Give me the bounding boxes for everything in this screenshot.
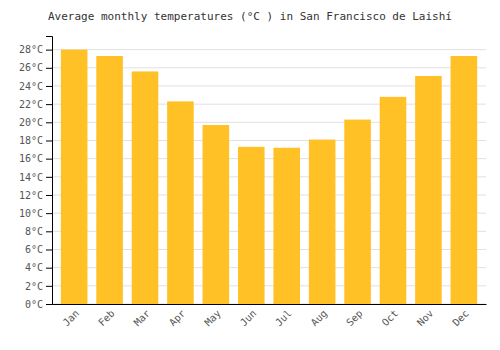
tick: Feb: [96, 308, 117, 329]
tick: Sep: [344, 308, 365, 329]
tick: 22°C: [19, 99, 52, 110]
tick-label: 26°C: [19, 62, 43, 73]
tick-mark: [46, 249, 52, 250]
y-axis: 0°C 2°C 4°C 6°C 8°C 10°C 12°C 14°C 16°C 18°C 20°C 2…: [19, 37, 53, 310]
tick: 8°C: [25, 226, 52, 237]
plot: 0°C 2°C 4°C 6°C 8°C 10°C 12°C 14°C 16°C 18°C 20°C 2…: [19, 37, 487, 329]
grid-line: [52, 49, 486, 50]
tick: 24°C: [19, 81, 52, 92]
tick-label: 22°C: [19, 99, 43, 110]
tick: Jun: [238, 308, 259, 329]
tick: Oct: [380, 308, 401, 329]
tick: Mar: [132, 308, 153, 329]
tick-label: Jun: [238, 308, 259, 329]
tick-label: 14°C: [19, 172, 43, 183]
tick-label: Dec: [450, 308, 471, 329]
bar: [167, 101, 194, 304]
tick: 4°C: [25, 262, 52, 273]
tick-label: May: [202, 308, 223, 329]
tick: 14°C: [19, 172, 52, 183]
tick: Nov: [415, 308, 436, 329]
tick-mark: [46, 50, 52, 51]
bar: [132, 71, 159, 304]
x-axis: Jan Feb Mar Apr May Jun Jul Aug Sep Oct Nov Dec: [53, 305, 487, 329]
bar: [309, 140, 336, 304]
tick-label: 12°C: [19, 190, 43, 201]
tick-label: 28°C: [19, 44, 43, 55]
axis-line: [53, 304, 487, 305]
tick: 6°C: [25, 244, 52, 255]
tick-label: 24°C: [19, 81, 43, 92]
tick-mark: [46, 195, 52, 196]
tick: 18°C: [19, 135, 52, 146]
tick: 20°C: [19, 117, 52, 128]
tick: Apr: [167, 308, 188, 329]
title: Average monthly temperatures (°C ) in Sa…: [48, 10, 452, 23]
grid: [52, 50, 486, 304]
bar: [344, 120, 371, 304]
bar: [380, 97, 407, 304]
tick-label: 16°C: [19, 153, 43, 164]
axis-line: [46, 37, 53, 305]
tick-label: Nov: [415, 308, 436, 329]
bars: [61, 50, 477, 304]
tick-label: Apr: [167, 308, 188, 329]
bar: [238, 147, 265, 304]
tick: Dec: [450, 308, 471, 329]
tick-mark: [46, 268, 52, 269]
tick-mark: [46, 68, 52, 69]
bar: [96, 56, 123, 304]
tick: 16°C: [19, 153, 52, 164]
tick: 10°C: [19, 208, 52, 219]
tick-mark: [46, 86, 52, 87]
tick-mark: [46, 304, 52, 305]
bar: [415, 76, 442, 304]
tick-label: 8°C: [25, 226, 43, 237]
chart: 0°C 2°C 4°C 6°C 8°C 10°C 12°C 14°C 16°C 18°C 20°C 2…: [0, 0, 500, 350]
tick: 2°C: [25, 281, 52, 292]
tick-label: Sep: [344, 308, 365, 329]
tick-mark: [46, 177, 52, 178]
tick-label: Feb: [96, 308, 117, 329]
tick-mark: [46, 140, 52, 141]
bar: [203, 125, 230, 304]
bar: [273, 148, 300, 304]
tick: 12°C: [19, 190, 52, 201]
tick-mark: [46, 231, 52, 232]
tick-mark: [46, 122, 52, 123]
tick: 28°C: [19, 44, 52, 55]
tick: 26°C: [19, 62, 52, 73]
tick-label: 18°C: [19, 135, 43, 146]
tick: May: [202, 308, 223, 329]
tick: Jul: [273, 308, 294, 329]
tick-label: Mar: [132, 308, 153, 329]
tick-label: 10°C: [19, 208, 43, 219]
tick-mark: [46, 286, 52, 287]
tick-label: Jul: [273, 308, 294, 329]
bar: [61, 50, 88, 304]
tick-label: Jan: [61, 308, 82, 329]
tick-label: 4°C: [25, 262, 43, 273]
tick-label: Aug: [309, 308, 330, 329]
tick-mark: [46, 159, 52, 160]
tick: Aug: [309, 308, 330, 329]
tick-label: Oct: [380, 308, 401, 329]
tick-label: 6°C: [25, 244, 43, 255]
tick-label: 20°C: [19, 117, 43, 128]
tick: 0°C: [25, 299, 52, 310]
tick-mark: [46, 104, 52, 105]
tick-label: 2°C: [25, 281, 43, 292]
bar: [451, 56, 478, 304]
tick-mark: [46, 213, 52, 214]
tick: Jan: [61, 308, 82, 329]
tick-label: 0°C: [25, 299, 43, 310]
